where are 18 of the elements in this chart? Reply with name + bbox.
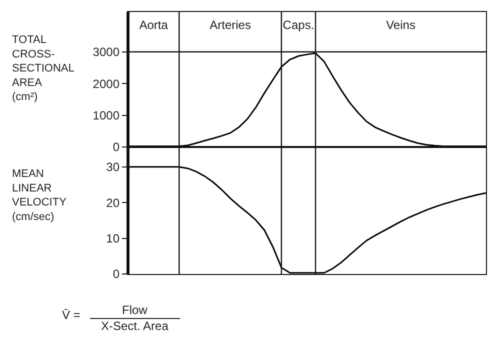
y-axis-title: TOTAL CROSS- SECTIONAL AREA (cm²) — [12, 34, 74, 104]
text: V̄ = — [62, 308, 80, 322]
x-tick-label: Veins — [386, 18, 416, 32]
y-axis-title: MEAN LINEAR VELOCITY (cm/sec) — [12, 168, 68, 223]
text: X-Sect. Area — [101, 319, 169, 333]
x-tick-label: Aorta — [139, 18, 168, 32]
y-tick-label: 0 — [112, 140, 120, 154]
x-tick-label: Arteries — [210, 18, 251, 32]
y-tick-label: 3000 — [92, 45, 120, 60]
x-tick-label: Caps. — [282, 18, 314, 32]
text: Flow — [122, 303, 148, 317]
y-tick-label: 10 — [106, 232, 120, 246]
y-tick-label: 30 — [106, 160, 120, 174]
y-tick-label: 1000 — [92, 108, 120, 122]
line-series — [128, 166, 486, 274]
y-tick-label: 0 — [112, 267, 120, 282]
y-tick-label: 2000 — [92, 76, 120, 91]
y-tick-label: 20 — [106, 196, 120, 210]
